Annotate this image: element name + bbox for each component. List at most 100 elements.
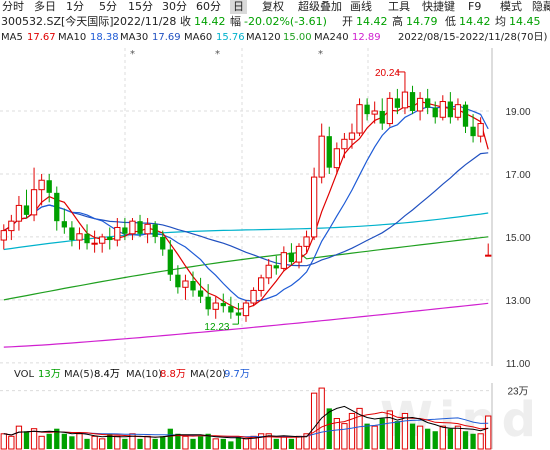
volume-bar <box>485 415 492 450</box>
volume-bar <box>341 423 348 450</box>
vol-ma10-label: MA(10) <box>126 369 162 380</box>
date-range: 2022/08/15-2022/11/28(70日) <box>398 32 548 43</box>
ma5-value: 17.67 <box>27 32 56 43</box>
toolbar-item-14[interactable]: 模式 <box>500 0 522 13</box>
toolbar-item-0[interactable]: 分时 <box>2 0 24 13</box>
high-label: 高 <box>392 15 403 28</box>
candle-body <box>91 242 98 245</box>
candle-body <box>470 126 476 137</box>
volume-legend: VOL 13万 MA(5) 8.4万 MA(10) 8.8万 MA(20) 9.… <box>0 368 550 382</box>
candle-body <box>439 101 446 118</box>
candle-body <box>122 227 128 234</box>
candle-body <box>250 289 257 304</box>
volume-chart[interactable]: 23万 <box>0 380 550 450</box>
volume-bar <box>288 438 295 449</box>
candle-body <box>197 290 204 297</box>
ma60-label: MA60 <box>184 32 213 43</box>
volume-bar <box>190 438 196 449</box>
toolbar-item-10[interactable]: 画线 <box>350 0 372 13</box>
toolbar-item-9[interactable]: 超级叠加 <box>298 0 342 13</box>
ma10-value: 18.38 <box>90 32 119 43</box>
candle-body <box>462 104 469 127</box>
candle-body <box>23 205 30 215</box>
quote-date: 2022/11/28 <box>113 15 177 28</box>
kline-chart[interactable]: 19.00 17.00 15.00 13.00 11.00 20.24 12.23 * * * <box>0 46 550 368</box>
candle-body <box>84 233 90 244</box>
ma5-line <box>3 100 489 310</box>
toolbar-item-8[interactable]: 复权 <box>262 0 284 13</box>
toolbar-item-5[interactable]: 30分 <box>162 0 187 13</box>
ma120-line <box>3 236 489 301</box>
candle-body <box>341 138 348 150</box>
ma5-label: MA5 <box>1 32 23 43</box>
volume-bar <box>257 433 265 450</box>
candle-body <box>454 104 462 118</box>
toolbar-item-15[interactable]: 隐藏 <box>532 0 550 13</box>
ma120-value: 15.00 <box>283 32 312 43</box>
candle-body <box>182 280 189 288</box>
candle-body <box>318 135 325 178</box>
volume-bar <box>280 435 287 450</box>
open-label: 开 <box>342 15 353 28</box>
candle-body <box>129 220 136 235</box>
toolbar-item-3[interactable]: 5分 <box>99 0 117 13</box>
candle-body <box>310 176 318 238</box>
volume-bar <box>99 438 106 450</box>
candle-body <box>0 230 7 241</box>
ma240-label: MA240 <box>314 32 349 43</box>
volume-bar <box>401 412 409 450</box>
candle-body <box>447 101 454 118</box>
volume-bar <box>454 425 462 450</box>
ma30-line <box>3 152 489 267</box>
toolbar-item-1[interactable]: 多日 <box>34 0 56 13</box>
event-marker: * <box>318 49 323 60</box>
toolbar-item-12[interactable]: 快捷键 <box>422 0 455 13</box>
limit-value: 14.45 <box>509 15 541 28</box>
candle-body <box>114 226 121 241</box>
ma60-value: 15.76 <box>216 32 245 43</box>
candle-body <box>303 236 310 247</box>
toolbar-item-6[interactable]: 60分 <box>196 0 221 13</box>
vol-ma20-label: MA(20) <box>190 369 226 380</box>
volume-bar <box>175 433 181 449</box>
ma30-value: 17.69 <box>152 32 181 43</box>
volume-bar <box>379 418 385 449</box>
candle-body <box>432 107 438 118</box>
volume-bar <box>432 431 438 449</box>
candle-body <box>356 104 363 134</box>
toolbar-item-11[interactable]: 工具 <box>388 0 410 13</box>
volume-bar <box>447 428 454 449</box>
volume-bar <box>326 408 332 449</box>
volume-bar <box>30 428 38 450</box>
volume-bar <box>295 435 303 450</box>
volume-bar <box>76 433 83 450</box>
vol-tick-label: 23万 <box>507 387 528 398</box>
toolbar-item-7[interactable]: 日 <box>230 0 247 14</box>
candle-body <box>61 221 67 228</box>
candle-body <box>409 92 416 111</box>
candle-body <box>394 98 401 108</box>
change-value: -20.02%(-3.61) <box>244 15 327 28</box>
toolbar-item-2[interactable]: 1分 <box>66 0 84 13</box>
volume-bar <box>273 438 279 449</box>
volume-bar <box>23 431 30 449</box>
volume-bar <box>137 438 143 449</box>
ma30-label: MA30 <box>120 32 149 43</box>
change-label: 幅 <box>230 15 241 28</box>
volume-bar <box>114 435 121 450</box>
low-label: 低 <box>445 15 456 28</box>
candle-body <box>205 296 211 310</box>
candle-body <box>425 98 431 108</box>
volume-bar <box>122 438 128 449</box>
volume-bar <box>46 433 52 449</box>
candle-body <box>235 312 242 316</box>
toolbar-item-4[interactable]: 15分 <box>128 0 153 13</box>
toolbar-item-13[interactable]: F9 <box>468 0 482 13</box>
volume-bar <box>356 407 363 450</box>
volume-bar <box>477 433 484 450</box>
candle-body <box>69 227 75 241</box>
quote-info-bar: 300532.SZ[今天国际] 2022/11/28 收 14.42 幅 -20… <box>0 14 550 30</box>
volume-bar <box>61 433 67 449</box>
volume-bar <box>439 425 446 450</box>
candle-body <box>228 306 234 313</box>
